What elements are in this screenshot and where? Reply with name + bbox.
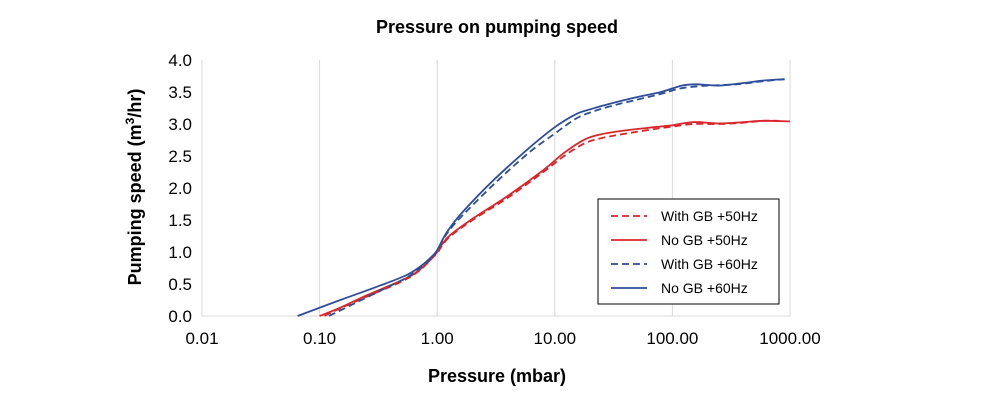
plot-area	[297, 78, 791, 317]
chart-title: Pressure on pumping speed	[376, 17, 618, 37]
x-tick-label: 1.00	[421, 329, 454, 348]
y-tick-label: 3.0	[168, 115, 192, 134]
series-line-with-gb-60hz	[328, 78, 785, 317]
x-axis-title: Pressure (mbar)	[428, 366, 566, 386]
x-tick-label: 10.00	[534, 329, 577, 348]
y-tick-label: 0.5	[168, 275, 192, 294]
legend: With GB +50Hz No GB +50Hz With GB +60Hz No …	[597, 198, 780, 305]
y-tick-label: 4.0	[168, 51, 192, 70]
x-tick-label: 0.01	[185, 329, 218, 348]
legend-label: With GB +50Hz	[661, 208, 758, 224]
y-tick-label: 2.5	[168, 147, 192, 166]
legend-label: No GB +60Hz	[661, 280, 748, 296]
series-line-no-gb-60hz	[297, 78, 785, 317]
legend-label: No GB +50Hz	[661, 232, 748, 248]
y-tick-label: 0.0	[168, 307, 192, 326]
y-tick-label: 1.5	[168, 211, 192, 230]
legend-label: With GB +60Hz	[661, 256, 758, 272]
y-tick-label: 1.0	[168, 243, 192, 262]
y-axis-title-superscript: 3	[123, 117, 137, 124]
x-tick-label: 0.10	[303, 329, 336, 348]
x-tick-label: 1000.00	[759, 329, 820, 348]
y-axis-title-tail: /hr)	[125, 89, 145, 118]
x-axis-ticks: 0.01 0.10 1.00 10.00 100.00 1000.00	[185, 329, 820, 348]
legend-box	[597, 198, 780, 305]
y-axis-title: Pumping speed (m3/hr)	[123, 89, 145, 286]
y-axis-title-main: Pumping speed (m	[125, 124, 145, 285]
y-tick-label: 2.0	[168, 179, 192, 198]
y-axis-ticks: 0.0 0.5 1.0 1.5 2.0 2.5 3.0 3.5 4.0	[168, 51, 192, 326]
x-tick-label: 100.00	[646, 329, 698, 348]
y-tick-label: 3.5	[168, 83, 192, 102]
